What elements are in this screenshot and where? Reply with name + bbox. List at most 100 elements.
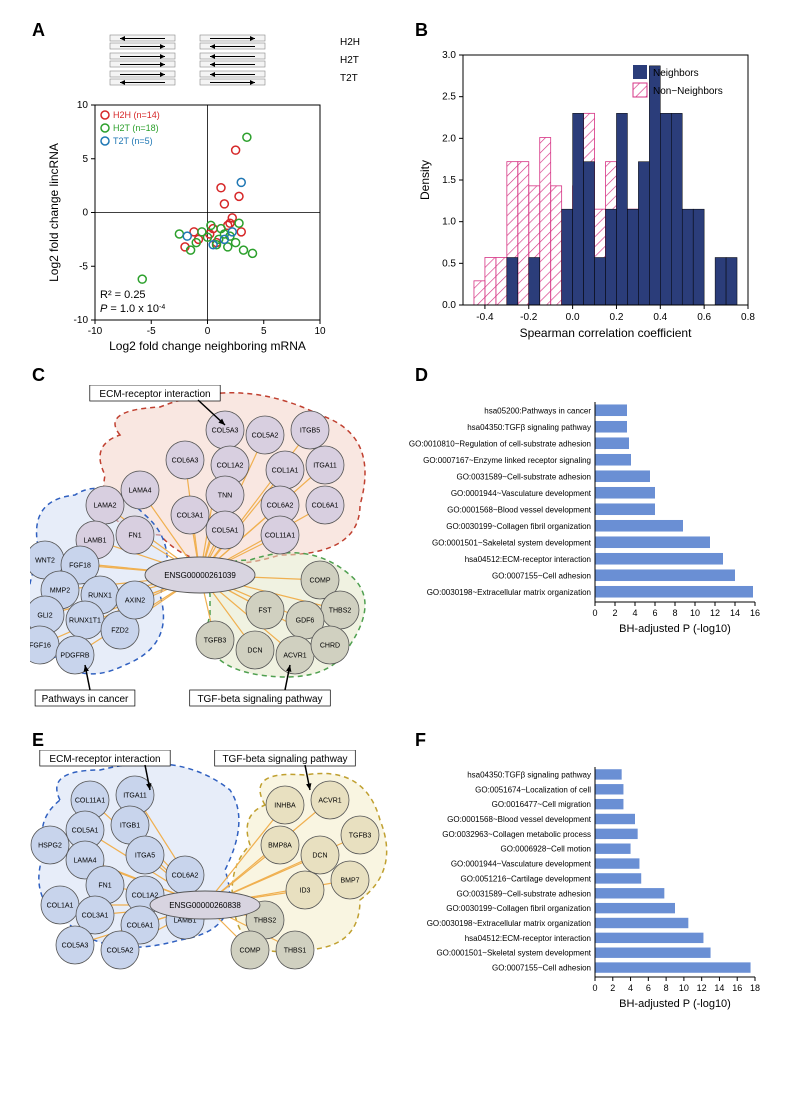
- svg-text:Density: Density: [418, 160, 432, 200]
- panel-e-network: COL11A1ITGA11COL5A1ITGB1HSPG2LAMA4ITGA5F…: [30, 750, 405, 985]
- svg-text:TGF-beta signaling pathway: TGF-beta signaling pathway: [222, 754, 347, 765]
- svg-text:0.8: 0.8: [741, 312, 755, 323]
- svg-text:2.0: 2.0: [442, 133, 456, 144]
- svg-text:16: 16: [750, 608, 760, 618]
- svg-text:FGF18: FGF18: [69, 563, 91, 570]
- panel-d-label: D: [415, 365, 428, 386]
- svg-text:COL11A1: COL11A1: [75, 798, 105, 805]
- svg-text:T2T (n=5): T2T (n=5): [113, 136, 153, 146]
- svg-text:H2T: H2T: [340, 55, 359, 66]
- svg-text:Pathways in cancer: Pathways in cancer: [42, 694, 129, 705]
- svg-text:T2T: T2T: [340, 73, 358, 84]
- svg-text:H2H (n=14): H2H (n=14): [113, 110, 160, 120]
- svg-text:GO:0031589~Cell-substrate adhe: GO:0031589~Cell-substrate adhesion: [456, 472, 591, 481]
- svg-text:hsa04512:ECM-receptor interact: hsa04512:ECM-receptor interaction: [465, 555, 591, 564]
- svg-text:H2H: H2H: [340, 37, 360, 48]
- svg-text:GO:0001568~Blood vessel develo: GO:0001568~Blood vessel development: [447, 505, 592, 514]
- svg-text:1.5: 1.5: [442, 175, 456, 186]
- svg-text:FN1: FN1: [98, 883, 111, 890]
- svg-text:GO:0001568~Blood vessel develo: GO:0001568~Blood vessel development: [447, 815, 592, 824]
- svg-text:-5: -5: [79, 261, 88, 272]
- svg-text:LAMA2: LAMA2: [94, 503, 117, 510]
- svg-text:MMP2: MMP2: [50, 588, 70, 595]
- svg-text:FZD2: FZD2: [111, 628, 129, 635]
- svg-text:GO:0001501~Sakeletal system de: GO:0001501~Sakeletal system development: [432, 538, 592, 547]
- svg-text:0.5: 0.5: [442, 258, 456, 269]
- svg-text:10: 10: [77, 100, 89, 111]
- svg-text:3.0: 3.0: [442, 50, 456, 61]
- svg-text:hsa04512:ECM-receptor interact: hsa04512:ECM-receptor interaction: [465, 934, 591, 943]
- svg-text:0.2: 0.2: [610, 312, 624, 323]
- svg-text:COL5A2: COL5A2: [107, 948, 134, 955]
- svg-text:12: 12: [697, 983, 707, 993]
- svg-text:COL1A1: COL1A1: [47, 903, 74, 910]
- svg-text:5: 5: [82, 154, 88, 165]
- svg-text:COL6A3: COL6A3: [172, 458, 199, 465]
- panel-f-label: F: [415, 730, 426, 751]
- panel-c-label: C: [32, 365, 45, 386]
- svg-text:-10: -10: [74, 315, 89, 326]
- svg-text:COL3A1: COL3A1: [177, 513, 204, 520]
- svg-text:-10: -10: [88, 326, 103, 337]
- svg-text:GO:0030199~Collagen fibril org: GO:0030199~Collagen fibril organization: [446, 522, 591, 531]
- svg-text:ECM-receptor interaction: ECM-receptor interaction: [49, 754, 160, 765]
- svg-text:TGFB3: TGFB3: [349, 833, 372, 840]
- svg-text:0: 0: [205, 326, 211, 337]
- panel-a-scatter: H2HH2TT2T-10-50510-10-50510Log2 fold cha…: [40, 30, 380, 355]
- svg-text:GO:0030198~Extracellular matri: GO:0030198~Extracellular matrix organiza…: [427, 588, 591, 597]
- svg-text:ITGA5: ITGA5: [135, 853, 155, 860]
- svg-text:FN1: FN1: [128, 533, 141, 540]
- svg-text:Spearman correlation coefficie: Spearman correlation coefficient: [520, 326, 693, 340]
- svg-text:FGF16: FGF16: [30, 643, 51, 650]
- panel-b-histogram: -0.4-0.20.00.20.40.60.80.00.51.01.52.02.…: [415, 40, 765, 355]
- svg-text:CHRD: CHRD: [320, 643, 340, 650]
- svg-text:LAMB1: LAMB1: [84, 538, 107, 545]
- svg-text:BMP8A: BMP8A: [268, 843, 292, 850]
- svg-text:COL5A1: COL5A1: [212, 528, 239, 535]
- svg-text:LAMA4: LAMA4: [129, 488, 152, 495]
- svg-text:2: 2: [610, 983, 615, 993]
- svg-text:ENSG00000260838: ENSG00000260838: [169, 901, 241, 910]
- svg-text:GLI2: GLI2: [37, 613, 52, 620]
- svg-text:GO:0001944~Vasculature develop: GO:0001944~Vasculature development: [451, 489, 592, 498]
- svg-text:ITGA11: ITGA11: [313, 463, 337, 470]
- svg-text:4: 4: [632, 608, 637, 618]
- svg-text:14: 14: [730, 608, 740, 618]
- svg-text:COL1A1: COL1A1: [272, 468, 299, 475]
- svg-text:PDGFRB: PDGFRB: [60, 653, 90, 660]
- svg-text:BMP7: BMP7: [340, 878, 359, 885]
- svg-text:FST: FST: [258, 608, 272, 615]
- svg-text:GO:0007167~Enzyme linked recep: GO:0007167~Enzyme linked receptor signal…: [423, 456, 591, 465]
- svg-text:0.6: 0.6: [697, 312, 711, 323]
- svg-text:0: 0: [592, 608, 597, 618]
- svg-text:BH-adjusted P (-log10): BH-adjusted P (-log10): [619, 623, 731, 635]
- svg-text:R² = 0.25: R² = 0.25: [100, 289, 146, 301]
- svg-text:0.4: 0.4: [653, 312, 667, 323]
- svg-text:10: 10: [690, 608, 700, 618]
- svg-text:THBS1: THBS1: [284, 948, 307, 955]
- svg-text:DCN: DCN: [247, 648, 262, 655]
- svg-text:18: 18: [750, 983, 760, 993]
- svg-text:GO:0010810~Regulation of cell-: GO:0010810~Regulation of cell-substrate …: [409, 439, 591, 448]
- svg-text:WNT2: WNT2: [35, 558, 55, 565]
- svg-text:ITGB1: ITGB1: [120, 823, 140, 830]
- svg-text:H2T (n=18): H2T (n=18): [113, 123, 159, 133]
- svg-text:AXIN2: AXIN2: [125, 598, 145, 605]
- svg-text:DCN: DCN: [312, 853, 327, 860]
- svg-text:RUNX1: RUNX1: [88, 593, 112, 600]
- svg-text:6: 6: [646, 983, 651, 993]
- svg-text:6: 6: [652, 608, 657, 618]
- svg-text:COL6A1: COL6A1: [127, 923, 154, 930]
- svg-text:GO:0001501~Skeletal system dev: GO:0001501~Skeletal system development: [436, 949, 591, 958]
- svg-text:COL11A1: COL11A1: [265, 533, 295, 540]
- panel-f-barchart: hsa04350:TGFβ signaling pathwayGO:005167…: [400, 755, 770, 1015]
- svg-text:COMP: COMP: [310, 578, 331, 585]
- svg-text:4: 4: [628, 983, 633, 993]
- panel-b-label: B: [415, 20, 428, 41]
- svg-text:RUNX1T1: RUNX1T1: [69, 618, 101, 625]
- svg-text:hsa05200:Pathways in cancer: hsa05200:Pathways in cancer: [484, 406, 591, 415]
- figure-container: A H2HH2TT2T-10-50510-10-50510Log2 fold c…: [20, 20, 767, 1099]
- svg-text:0.0: 0.0: [442, 300, 456, 311]
- svg-text:GO:0030198~Extracellular matri: GO:0030198~Extracellular matrix organiza…: [427, 919, 591, 928]
- svg-text:HSPG2: HSPG2: [38, 843, 62, 850]
